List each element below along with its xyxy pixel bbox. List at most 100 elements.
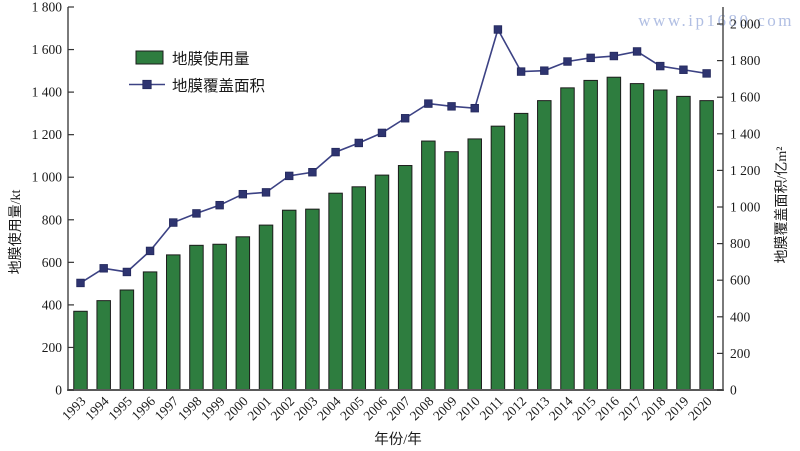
marker-2014 [563,57,572,66]
right-tick-label: 1 800 [730,53,761,68]
legend-label-usage: 地膜使用量 [172,50,250,68]
marker-2019 [679,65,688,74]
right-axis-title: 地膜覆盖面积/亿m² [774,147,790,264]
bar-2001 [258,224,274,391]
right-tick-label: 800 [730,236,751,251]
marker-2018 [656,61,665,71]
x-tick-label: 1997 [152,393,182,423]
bar-2020 [699,100,714,391]
legend-bar-swatch [135,50,164,65]
marker-2011 [493,25,503,34]
x-tick-label: 2000 [221,393,251,423]
bar-2000 [235,236,251,391]
x-tick-label: 1998 [175,393,205,423]
marker-2008 [424,99,433,108]
marker-2020 [702,69,711,78]
marker-2001 [261,188,271,197]
bar-1997 [166,254,181,391]
bar-1996 [142,271,158,391]
left-tick-label: 0 [55,383,62,398]
marker-2000 [238,189,248,199]
left-tick-label: 1 800 [32,0,63,15]
bar-2012 [513,112,529,391]
marker-2002 [285,171,294,181]
right-tick-label: 0 [730,383,737,398]
x-tick-label: 2009 [430,393,460,423]
left-tick-label: 600 [42,255,63,270]
x-tick-label: 2014 [546,393,576,423]
x-tick-label: 1993 [59,393,89,423]
x-tick-label: 2016 [592,393,622,423]
x-tick-label: 2005 [337,393,367,423]
left-tick-label: 1 600 [32,42,63,57]
bar-2005 [351,186,367,391]
marker-2004 [331,147,340,157]
left-tick-label: 200 [42,340,63,355]
marker-1996 [145,246,155,256]
marker-2017 [632,47,642,56]
right-tick-label: 400 [730,309,751,324]
bar-2016 [606,76,622,391]
x-tick-label: 2002 [268,394,298,424]
bar-1995 [119,289,135,391]
x-tick-label: 2019 [662,393,692,423]
bar-2002 [281,209,297,391]
x-tick-label: 1995 [105,393,135,423]
bar-2015 [583,79,598,391]
marker-1995 [122,267,132,277]
x-tick-label: 1994 [82,393,112,423]
bar-2010 [467,138,482,391]
right-tick-label: 2 000 [730,17,761,32]
bar-1993 [73,310,88,391]
x-axis-title: 年份/年 [374,431,422,448]
x-tick-label: 2010 [453,393,483,423]
x-tick-label: 2011 [477,394,506,423]
left-tick-label: 800 [42,212,63,227]
x-tick-label: 2001 [244,394,274,424]
x-tick-label: 2008 [407,393,437,423]
left-tick-label: 1 400 [32,85,63,100]
bar-2008 [421,140,436,391]
bar-2003 [305,208,320,391]
marker-1999 [215,200,224,210]
bar-2004 [328,192,343,391]
right-tick-label: 1 000 [730,200,761,215]
left-tick-label: 1 000 [32,170,63,185]
right-tick-label: 600 [730,273,751,288]
x-tick-label: 2012 [500,394,530,424]
coverage-line [80,27,707,284]
marker-2005 [354,138,363,148]
x-tick-label: 1999 [198,393,228,423]
x-tick-label: 2006 [360,393,390,423]
marker-2012 [516,67,526,76]
bar-2017 [629,83,645,391]
legend-marker-sample [142,79,152,90]
bar-1998 [189,244,204,391]
bar-2007 [397,165,413,391]
bar-2011 [490,125,506,391]
x-tick-label: 2017 [615,393,645,423]
bar-2006 [374,174,390,391]
x-tick-label: 2018 [639,393,669,423]
right-tick-label: 200 [730,346,751,361]
bar-1999 [212,243,227,391]
marker-2006 [377,128,387,138]
legend-label-coverage: 地膜覆盖面积 [172,77,265,95]
marker-2010 [470,103,479,113]
marker-2009 [447,102,456,111]
x-tick-label: 1996 [128,393,158,423]
bar-2019 [676,95,691,391]
right-tick-label: 1 600 [730,90,761,105]
marker-2007 [400,114,410,123]
bar-2014 [560,87,575,391]
right-tick-label: 1 400 [730,126,761,141]
marker-2015 [586,53,595,63]
left-axis-title: 地膜使用量/kt [7,190,24,275]
x-tick-label: 2007 [384,393,414,423]
marker-1998 [192,209,201,218]
x-tick-label: 2013 [523,393,553,423]
marker-2013 [540,66,549,75]
marker-2016 [609,51,619,61]
marker-2003 [308,168,317,177]
